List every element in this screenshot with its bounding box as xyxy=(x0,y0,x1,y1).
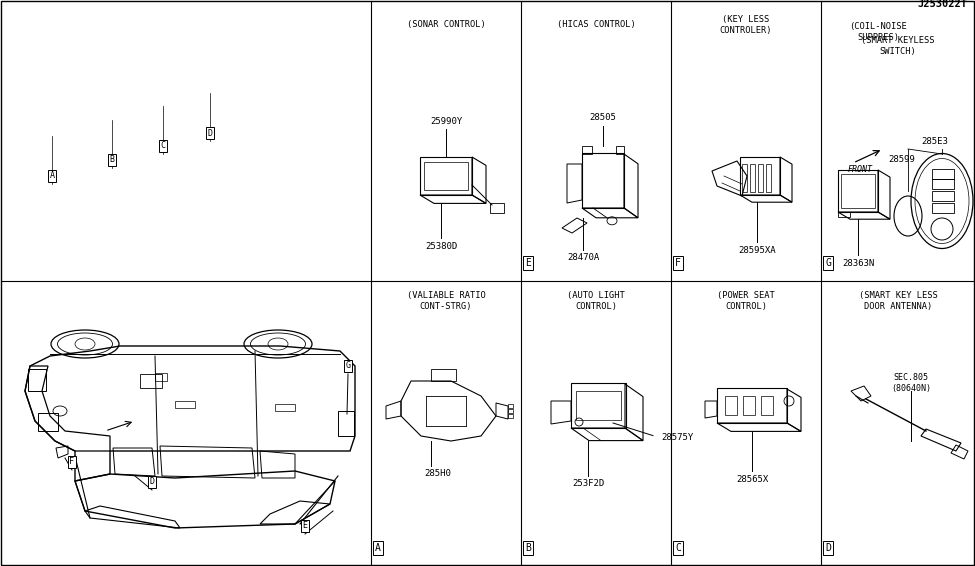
Bar xyxy=(140,374,162,388)
Bar xyxy=(758,164,763,192)
Text: FRONT: FRONT xyxy=(848,165,873,174)
Text: E: E xyxy=(302,521,307,530)
Bar xyxy=(175,401,195,408)
Bar xyxy=(338,411,354,436)
Text: (SMART KEYLESS
SWITCH): (SMART KEYLESS SWITCH) xyxy=(861,36,935,55)
Bar xyxy=(717,388,787,423)
Text: 28565X: 28565X xyxy=(736,475,768,484)
Bar xyxy=(576,391,621,420)
Text: D: D xyxy=(825,543,831,553)
Bar xyxy=(420,157,472,195)
Bar xyxy=(508,409,513,413)
Text: 285E3: 285E3 xyxy=(921,136,949,145)
Text: F: F xyxy=(675,258,681,268)
Bar xyxy=(841,174,875,208)
Text: F: F xyxy=(69,457,74,466)
Bar xyxy=(616,146,624,154)
Text: 28505: 28505 xyxy=(590,114,616,122)
Text: 285H0: 285H0 xyxy=(424,469,451,478)
Bar xyxy=(742,164,747,192)
Bar xyxy=(838,170,878,212)
Text: C: C xyxy=(675,543,681,553)
Text: C: C xyxy=(161,142,166,151)
Text: B: B xyxy=(526,543,531,553)
Text: 28363N: 28363N xyxy=(841,259,875,268)
Text: 253F2D: 253F2D xyxy=(572,479,604,488)
Bar xyxy=(582,153,624,208)
Bar xyxy=(275,404,295,411)
Bar xyxy=(725,396,737,415)
Text: E: E xyxy=(526,258,531,268)
Bar xyxy=(431,369,456,381)
Bar xyxy=(508,414,513,418)
Bar xyxy=(740,157,780,195)
Bar xyxy=(424,162,468,190)
Text: (COIL-NOISE
SUPPRES): (COIL-NOISE SUPPRES) xyxy=(849,22,907,42)
Text: 28575Y: 28575Y xyxy=(661,433,693,442)
Text: B: B xyxy=(109,156,114,165)
Bar xyxy=(743,396,755,415)
Bar xyxy=(571,383,626,428)
Bar xyxy=(766,164,771,192)
Bar xyxy=(28,369,46,391)
Text: (KEY LESS
CONTROLER): (KEY LESS CONTROLER) xyxy=(720,15,772,35)
Bar xyxy=(750,164,755,192)
Bar xyxy=(38,413,58,431)
Text: A: A xyxy=(375,543,381,553)
Text: D: D xyxy=(149,478,154,487)
Text: 28470A: 28470A xyxy=(566,254,599,262)
Text: SEC.805
(80640N): SEC.805 (80640N) xyxy=(891,374,931,393)
Bar xyxy=(155,373,167,381)
Bar xyxy=(490,203,504,213)
Bar xyxy=(508,404,513,408)
Bar xyxy=(932,203,954,213)
Bar xyxy=(838,212,850,217)
Text: 28595XA: 28595XA xyxy=(738,246,776,255)
Text: (SONAR CONTROL): (SONAR CONTROL) xyxy=(407,20,486,29)
Bar xyxy=(932,191,954,201)
Text: 25990Y: 25990Y xyxy=(430,117,462,126)
Text: (HICAS CONTROL): (HICAS CONTROL) xyxy=(557,20,636,29)
Bar xyxy=(932,179,954,189)
Text: (POWER SEAT
CONTROL): (POWER SEAT CONTROL) xyxy=(718,291,775,311)
Text: 28599: 28599 xyxy=(888,155,916,164)
Text: 25380D: 25380D xyxy=(425,242,457,251)
Text: A: A xyxy=(50,171,55,181)
Bar xyxy=(582,146,592,154)
Text: J253022T: J253022T xyxy=(917,0,967,9)
Text: G: G xyxy=(825,258,831,268)
Text: (AUTO LIGHT
CONTROL): (AUTO LIGHT CONTROL) xyxy=(567,291,625,311)
Text: D: D xyxy=(208,128,213,138)
Text: (SMART KEY LESS
DOOR ANTENNA): (SMART KEY LESS DOOR ANTENNA) xyxy=(859,291,937,311)
Text: G: G xyxy=(345,362,350,371)
Bar xyxy=(761,396,773,415)
Bar xyxy=(932,169,954,179)
Text: (VALIABLE RATIO
CONT-STRG): (VALIABLE RATIO CONT-STRG) xyxy=(407,291,486,311)
